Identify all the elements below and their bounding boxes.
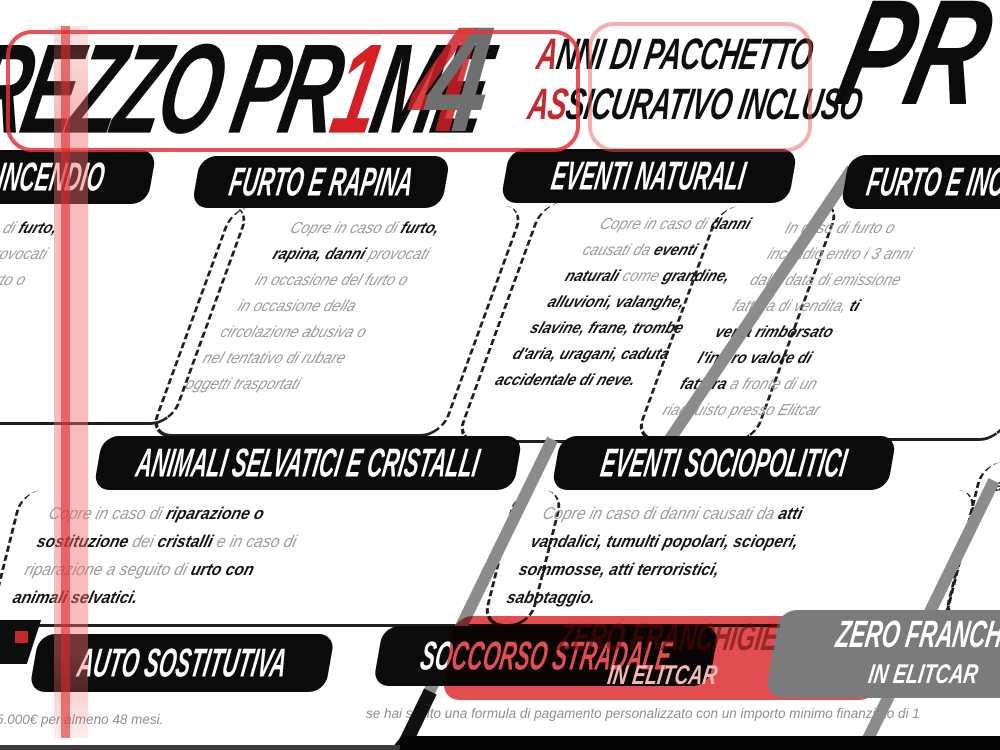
subtitle-line-2: ASSICURATIVO INCLUSO (524, 80, 866, 130)
panel-text-line: in occasione della (0, 294, 179, 320)
panel-text-line: sommosse, atti terroristici, (516, 560, 722, 579)
subtitle-line-1: ANNI DI PACCHETTO (533, 30, 874, 80)
subtitle-l2-rest: SICURATIVO INCLUSO (562, 80, 866, 129)
subtitle: ANNI DI PACCHETTO ASSICURATIVO INCLUSO (524, 30, 874, 130)
badge-line-zero-franchigie: ZERO FRANCHIGIE (833, 614, 1000, 656)
panel-text-line: rapina, danni provocati (0, 246, 50, 263)
panel-text-line: circolazione abusiva o (217, 324, 369, 341)
subtitle-l1-rest: NNI DI PACCHETTO (553, 30, 817, 79)
panel-text-line: in occasione del furto o (0, 272, 29, 289)
panel-text-line: vandalici, tumulti popolari, scioperi, (528, 532, 801, 551)
panel-text-line: in occasione della (235, 298, 359, 315)
banner-furto-e-incendio-right: FURTO E INCENDIO (840, 155, 1000, 209)
panel-text-line: Copre in caso di furto, (0, 220, 60, 237)
panel-text-line: sostituzione dei cristalli e in caso di (34, 532, 299, 551)
banner-label: ANIMALI SELVATICI E CRISTALLI (133, 439, 484, 486)
bottom-gray-line (0, 745, 400, 750)
badge-line-in-elitcar: IN ELITCAR (866, 659, 981, 689)
panel-text-line: sabotaggio. (504, 588, 598, 607)
panel-text-line: in occasione del furto o (252, 272, 411, 289)
banner-label: FURTO E INCENDIO (863, 158, 1000, 205)
banner-label: EVENTI NATURALI (548, 152, 750, 199)
banner-label: AUTO SOSTITUTIVA (74, 639, 291, 686)
panel-text-line: Copre in caso di danni causati da atti (540, 504, 805, 523)
banner-furto-e-rapina: FURTO E RAPINA (191, 156, 451, 208)
panel-text-line: riparazione a seguito di urto con (22, 560, 257, 579)
panel-text-line: rapina, danni provocati (270, 246, 432, 263)
panel-animali-selvatici-e-cristalli: Copre in caso di riparazione o sostituzio… (0, 490, 566, 627)
banner-label: EVENTI SOCIOPOLITICI (597, 439, 851, 486)
banner-label: FURTO E INCENDIO (0, 153, 108, 200)
banner-eventi-sociopolitici: EVENTI SOCIOPOLITICI (551, 436, 897, 490)
panel-text-line: oggetti trasportati (0, 372, 149, 398)
panel-text-line: animali selvatici. (10, 588, 140, 607)
panel-text-line: riacquisto presso Elitcar (660, 402, 823, 419)
headline-pre: PREZZO PR (0, 18, 352, 161)
zero-franchigie-gray-badge-text: ZERO FRANCHIGIE IN ELITCAR (766, 612, 1000, 690)
panel-text-line: oggetti trasportati (182, 376, 303, 393)
bottom-black-bar (390, 736, 1000, 750)
disclaimer-left-fragment: 5.000€ per almeno 48 mesi. (0, 712, 164, 727)
panel-text-line: fattura a fronte di un (678, 376, 820, 393)
badge-line-zero-franchigie: ZERO FRANCHIGIE (555, 617, 781, 659)
banner-label: FURTO E RAPINA (225, 158, 417, 205)
panel-text-line: Copre in caso di riparazione o (46, 504, 267, 523)
panel-text-line: nel tentativo di rubare (0, 346, 159, 372)
panel-text-line: circolazione abusiva o (0, 320, 169, 346)
panel-text-line: Copre in caso di furto, (287, 220, 443, 237)
banner-auto-sostitutiva: AUTO SOSTITUTIVA (28, 634, 336, 692)
banner-animali-selvatici-e-cristalli: ANIMALI SELVATICI E CRISTALLI (93, 436, 523, 490)
panel-text-line: l'intero valore di (695, 350, 815, 367)
banner-eventi-naturali: EVENTI NATURALI (500, 149, 798, 203)
panel-text-line: nel tentativo di rubare (200, 350, 349, 367)
clipped-red-fragment (15, 631, 28, 643)
panel-eventi-sociopolitici: Copre in caso di danni causati da atti va… (480, 490, 980, 627)
banner-furto-e-incendio-left: FURTO E INCENDIO (0, 150, 157, 204)
disclaimer-right-fragment: se hai scelto una formula di pagamento p… (366, 706, 920, 721)
